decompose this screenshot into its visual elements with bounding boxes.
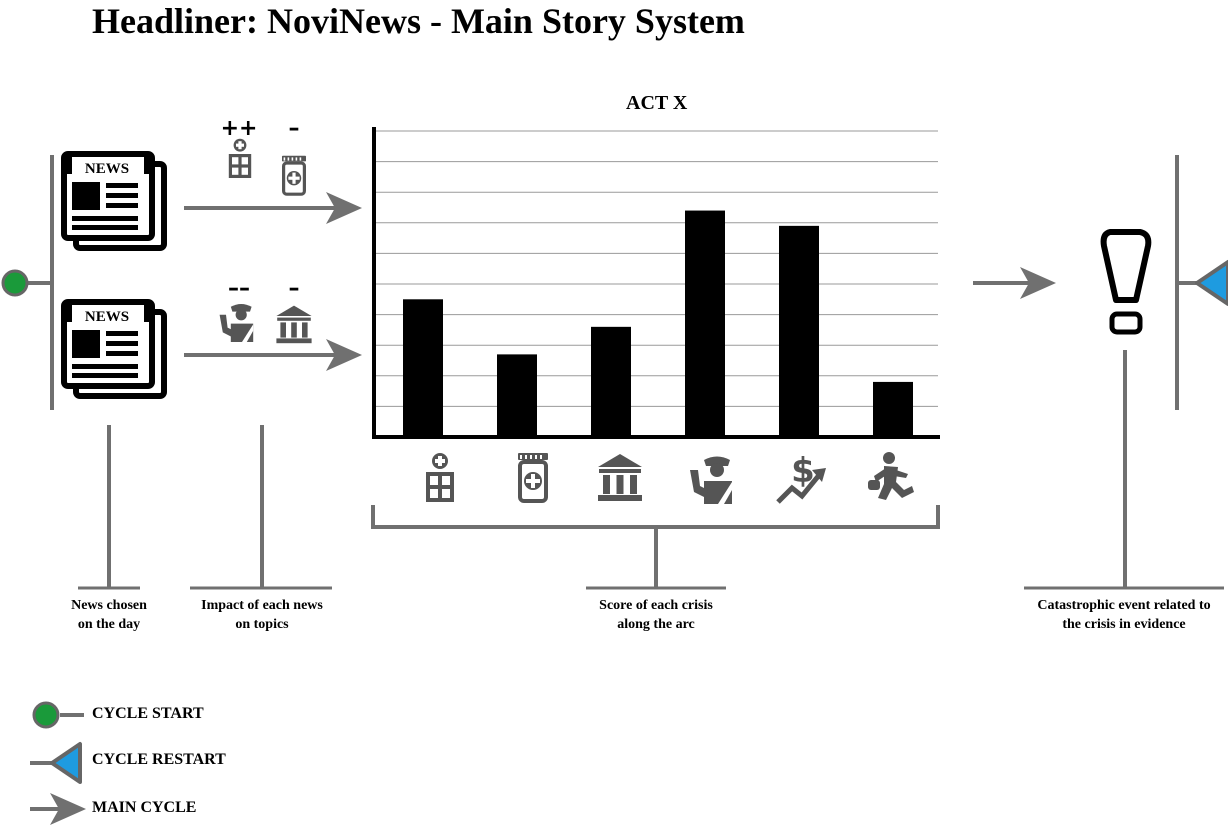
- bar-crime: [873, 381, 913, 437]
- impact-sign: ––: [228, 276, 250, 301]
- caption-score: Score of each crisis along the arc: [599, 598, 713, 632]
- main-cycle-arrow: [1020, 267, 1056, 299]
- government-icon: [598, 454, 642, 501]
- caption-event: Catastrophic event related to the crisis…: [1037, 598, 1211, 632]
- news-label: NEWS: [85, 309, 129, 325]
- medicine-icon: [280, 154, 308, 196]
- medicine-icon: [516, 451, 550, 503]
- news-section: NEWS NEWS: [1, 154, 164, 590]
- crime-icon: [868, 452, 914, 500]
- legend-start-label: CYCLE START: [92, 705, 204, 722]
- impact-sign: –: [289, 276, 300, 301]
- bar-medicine: [497, 354, 537, 437]
- legend-restart-symbol: [50, 742, 82, 784]
- chart-bars: [403, 210, 913, 437]
- news-label: NEWS: [85, 161, 129, 177]
- bar-police: [685, 210, 725, 437]
- bar-government: [591, 326, 631, 437]
- page-title: Headliner: NoviNews - Main Story System: [92, 1, 745, 41]
- exclamation-icon: [1104, 232, 1149, 332]
- event-section: [973, 155, 1228, 590]
- caption-news: News chosen on the day: [71, 598, 147, 632]
- cycle-start-node: [1, 269, 29, 297]
- legend: [30, 701, 86, 825]
- chart-gridlines: [374, 130, 938, 407]
- crisis-bar-chart: [371, 127, 940, 590]
- main-cycle-arrow: [326, 339, 362, 371]
- economy-icon: [778, 451, 826, 502]
- hospital-icon: [228, 138, 252, 178]
- impact-sign: –: [289, 116, 300, 141]
- impact-sign: ++: [221, 116, 258, 141]
- impact-section: ++ – –– –: [184, 116, 362, 590]
- bar-hospital: [403, 299, 443, 437]
- police-icon: [690, 456, 732, 504]
- main-cycle-arrow: [326, 192, 362, 224]
- cycle-restart-node: [1195, 260, 1228, 306]
- bar-economy: [779, 225, 819, 437]
- chart-title: ACT X: [626, 92, 688, 114]
- caption-impact: Impact of each news on topics: [201, 598, 323, 632]
- legend-start-symbol: [32, 701, 60, 729]
- legend-main-symbol: [50, 793, 86, 825]
- legend-restart-label: CYCLE RESTART: [92, 751, 226, 768]
- legend-main-label: MAIN CYCLE: [92, 799, 197, 816]
- police-icon: [219, 304, 254, 342]
- government-icon: [276, 305, 312, 344]
- hospital-icon: [426, 453, 454, 502]
